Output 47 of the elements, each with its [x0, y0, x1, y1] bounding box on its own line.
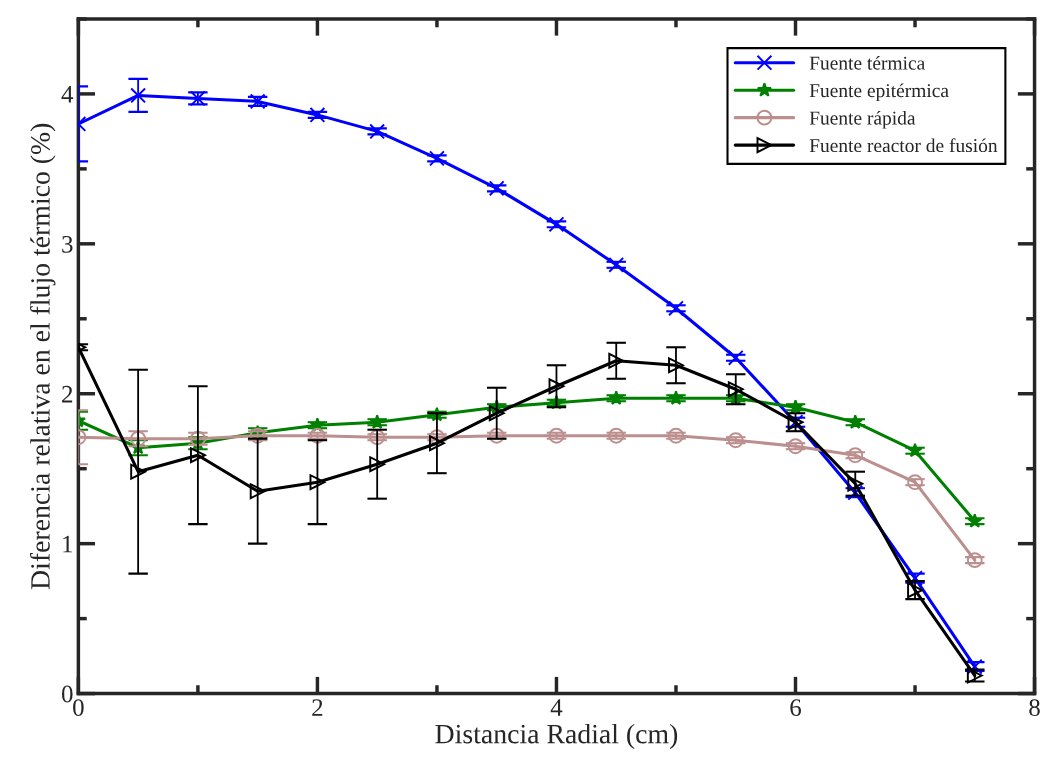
- y-tick-label: 0: [61, 685, 73, 703]
- point: [727, 432, 744, 449]
- legend-label: Fuente epitérmica: [809, 83, 949, 102]
- point: [847, 475, 864, 492]
- point: [189, 447, 206, 464]
- y-tick-label: 3: [62, 235, 73, 253]
- point: [727, 381, 744, 398]
- point: [429, 435, 445, 452]
- point: [548, 216, 565, 233]
- point: [130, 463, 147, 480]
- y-tick-label: 2: [62, 385, 73, 403]
- point: [309, 474, 326, 491]
- point: [488, 180, 505, 197]
- point: [727, 349, 744, 366]
- point: [608, 256, 625, 273]
- point: [548, 427, 565, 444]
- y-axis-title: Diferencia relativa en el flujo térmico (%): [29, 123, 56, 590]
- x-tick-label: 6: [790, 699, 802, 717]
- legend-label: Fuente térmica: [809, 55, 925, 70]
- point: [668, 427, 684, 444]
- point: [966, 552, 983, 569]
- point: [309, 106, 326, 123]
- point: [249, 483, 266, 500]
- y-tick-label: 1: [63, 535, 73, 553]
- point: [488, 427, 505, 444]
- point: [369, 456, 386, 473]
- point: [608, 427, 625, 444]
- point: [130, 87, 147, 104]
- point: [548, 378, 565, 395]
- x-tick-label: 8: [1029, 699, 1040, 717]
- point: [309, 427, 326, 444]
- point: [907, 474, 923, 491]
- point: [787, 438, 804, 455]
- x-axis-title: Distancia Radial (cm): [435, 723, 678, 750]
- x-tick-label: 2: [312, 699, 323, 716]
- legend-label: Fuente rápida: [809, 110, 916, 129]
- point: [608, 352, 625, 369]
- point: [369, 123, 386, 140]
- point: [668, 357, 684, 374]
- point: [488, 405, 505, 422]
- point: [429, 150, 445, 167]
- legend-label: Fuente reactor de fusión: [809, 138, 998, 153]
- point: [369, 429, 386, 446]
- y-tick-label: 4: [61, 86, 74, 103]
- point: [668, 300, 684, 317]
- point: [847, 447, 864, 464]
- x-tick-label: 4: [550, 699, 563, 716]
